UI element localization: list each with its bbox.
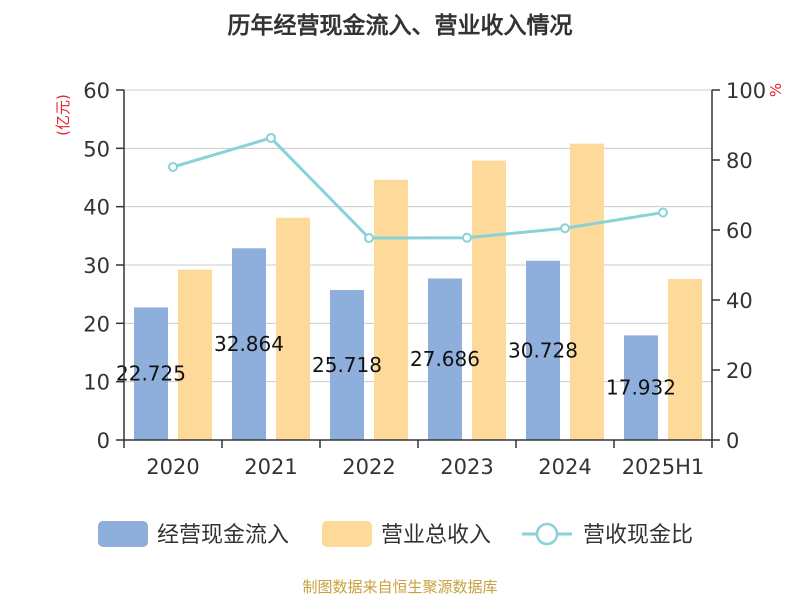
bar-cash-inflow: [232, 248, 266, 440]
data-label: 27.686: [410, 347, 480, 371]
bar-revenue: [472, 160, 506, 441]
y-right-tick-label: 20: [726, 359, 753, 383]
y-right-axis-label: %: [767, 83, 785, 97]
x-tick-label: 2020: [146, 455, 199, 479]
x-tick-label: 2022: [342, 455, 395, 479]
line-point: [364, 233, 374, 244]
source-note: 制图数据来自恒生聚源数据库: [302, 578, 497, 596]
legend-label-ratio: 营收现金比: [583, 523, 693, 548]
line-point: [462, 232, 472, 243]
bar-revenue: [668, 279, 702, 440]
bar-revenue: [374, 179, 408, 441]
y-left-tick-label: 50: [83, 137, 110, 161]
line-point: [560, 223, 570, 234]
y-left-axis-label: (亿元): [54, 94, 72, 136]
y-right-tick-label: 0: [726, 429, 739, 453]
x-tick-label: 2024: [538, 455, 591, 479]
line-point: [168, 162, 178, 172]
bar-cash-inflow: [624, 335, 658, 440]
line-point: [266, 132, 276, 143]
data-label: 32.864: [214, 332, 284, 356]
y-right-tick-label: 100: [726, 79, 766, 103]
y-right-tick-label: 60: [726, 219, 753, 243]
legend-label-cash-inflow: 经营现金流入: [157, 523, 289, 548]
legend-swatch-ratio-marker: [535, 522, 559, 546]
y-left-tick-label: 10: [83, 371, 110, 395]
data-label: 17.932: [606, 376, 676, 400]
y-left-tick-label: 40: [83, 196, 110, 220]
y-left-tick-label: 30: [83, 254, 110, 278]
bar-cash-inflow: [526, 260, 560, 440]
bar-revenue: [178, 269, 212, 440]
data-label: 30.728: [508, 338, 578, 362]
bar-cash-inflow: [134, 307, 168, 440]
y-left-tick-label: 0: [97, 429, 110, 453]
x-tick-label: 2021: [244, 455, 297, 479]
bar-revenue: [570, 143, 604, 440]
data-label: 22.725: [116, 362, 186, 386]
y-right-tick-label: 40: [726, 289, 753, 313]
legend-swatch-revenue: [322, 521, 372, 547]
data-label: 25.718: [312, 353, 382, 377]
bar-cash-inflow: [428, 278, 462, 440]
bar-cash-inflow: [330, 289, 364, 440]
legend-swatch-cash-inflow: [98, 521, 148, 547]
x-tick-label: 2023: [440, 455, 493, 479]
chart-title: 历年经营现金流入、营业收入情况: [228, 12, 573, 39]
y-left-tick-label: 20: [83, 312, 110, 336]
bar-revenue: [276, 217, 310, 440]
legend-label-revenue: 营业总收入: [381, 523, 491, 548]
x-tick-label: 2025H1: [622, 455, 705, 479]
line-revenue-cash-ratio: [172, 136, 664, 240]
line-point: [658, 207, 668, 218]
y-right-tick-label: 80: [726, 149, 753, 173]
y-left-tick-label: 60: [83, 79, 110, 103]
